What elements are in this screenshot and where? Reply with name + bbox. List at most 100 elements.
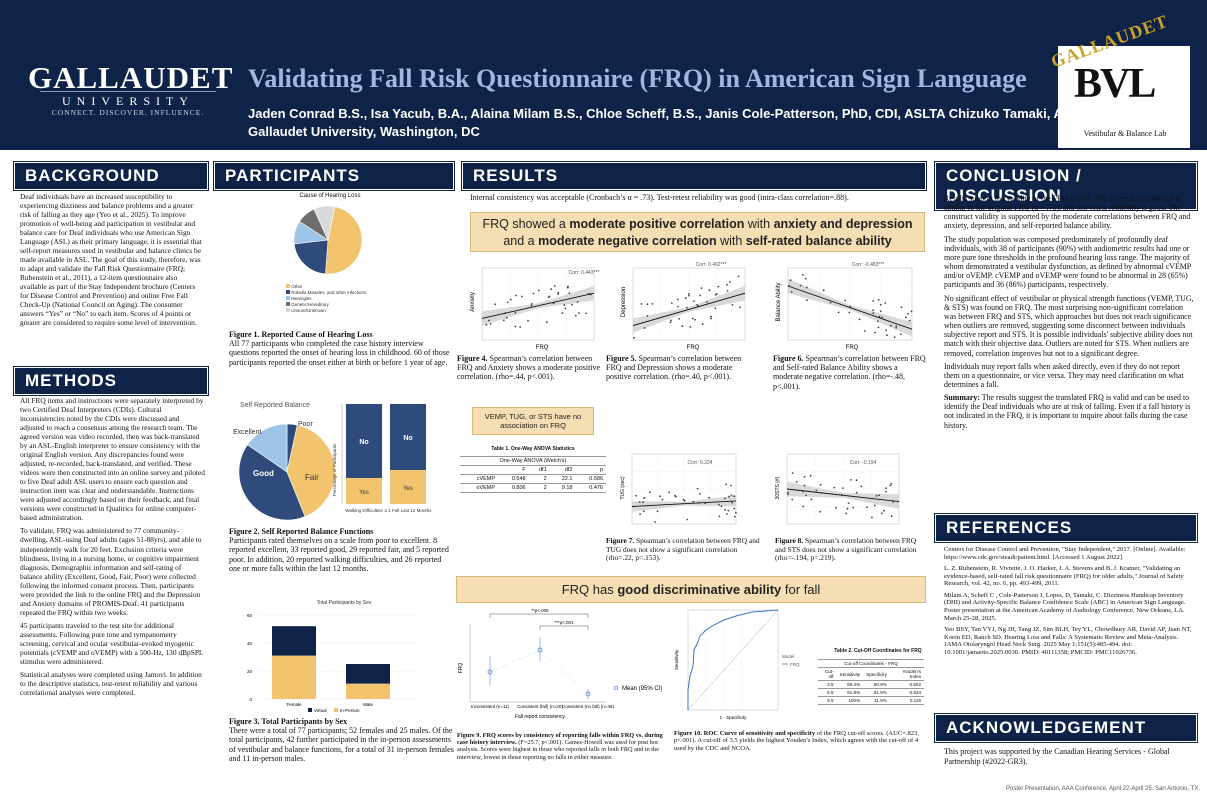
bar-label-no: No xyxy=(359,439,368,446)
fig9-legend-marker xyxy=(613,685,619,691)
data-point xyxy=(643,497,645,499)
data-point xyxy=(805,494,807,497)
figure-7-caption: Figure 7. Spearman’s correlation between… xyxy=(606,536,764,563)
acknowledgement-text: This project was supported by the Canadi… xyxy=(944,747,1170,766)
data-point xyxy=(908,319,911,322)
table2-title: Table 2. Cut-Off Coordinates for FRQ xyxy=(834,648,922,654)
data-point xyxy=(642,510,645,513)
figure-10-title: Figure 10. ROC Curve of sensitivity and … xyxy=(674,730,816,737)
data-point xyxy=(802,505,805,508)
data-point xyxy=(874,331,876,334)
gallaudet-logo-sub: UNIVERSITY xyxy=(62,94,194,108)
figure-2-title: Figure 2. Self Reported Balance Function… xyxy=(229,527,374,536)
table-2-cutoffs: Cut-off Coordinates - FRQ Cut-off Sensit… xyxy=(818,659,924,705)
data-point xyxy=(564,307,567,310)
fig9-category: Inconsistent (n=11) xyxy=(471,704,510,709)
fig9-category: Consistent (fall) (n=20) xyxy=(517,704,563,709)
legend-label: Genetic/Hereditary xyxy=(291,302,329,308)
table-cell: 5.5 xyxy=(818,688,837,697)
fig7-y-label: TUG (sec) xyxy=(620,476,626,499)
fig9-legend: Mean (95% CI) xyxy=(622,686,662,692)
data-point xyxy=(489,323,492,325)
balance-functions-bar: Percentage of Participants No No Yes Yes… xyxy=(332,404,432,513)
data-point xyxy=(791,498,794,501)
table-header: Youden's Index xyxy=(889,667,924,681)
data-point xyxy=(563,304,566,306)
regression-line xyxy=(631,500,737,507)
pie2-title: Self Reported Balance xyxy=(240,402,311,409)
data-point xyxy=(727,509,730,512)
methods-paragraph: All FRQ items and instructions were sepa… xyxy=(20,396,205,523)
figure-3-title: Figure 3. Total Participants by Sex xyxy=(229,717,348,726)
data-point xyxy=(872,312,875,315)
data-point xyxy=(640,303,643,305)
data-point xyxy=(724,509,726,511)
fig10-y-label: Sensitivity xyxy=(674,649,679,670)
fig3-legend-swatch xyxy=(334,708,338,712)
table-row: 3.5 69.4% 80.8% 0.502 xyxy=(818,680,924,689)
conclusion-paragraph: Results support the validity of the FRQ … xyxy=(944,194,1191,231)
data-point xyxy=(643,327,646,329)
poster-affiliation: Gallaudet University, Washington, DC xyxy=(248,124,480,139)
data-point xyxy=(654,521,656,523)
fig6-corr: Corr: -0.483*** xyxy=(852,262,885,268)
figure-8-scatter: 30STS (#) Corr: -0.194 xyxy=(775,453,900,525)
data-point xyxy=(795,481,798,483)
data-point xyxy=(833,486,836,489)
data-point xyxy=(910,310,913,313)
data-point xyxy=(737,275,740,278)
data-point xyxy=(633,336,635,339)
data-point xyxy=(900,306,903,309)
figure-6-text: Spearman’s correlation between FRQ and S… xyxy=(773,354,926,391)
data-point xyxy=(819,510,822,513)
data-point xyxy=(557,293,559,295)
data-point xyxy=(799,284,802,287)
data-point xyxy=(805,286,808,289)
fig6-x-label: FRQ xyxy=(846,345,859,351)
data-point xyxy=(646,315,649,317)
table-cell: cVEMP xyxy=(460,474,499,484)
pie2-label-good: Good xyxy=(253,469,274,478)
fig9-sig-bracket xyxy=(539,625,589,630)
table-subtitle: One-Way ANOVA (Welch's) xyxy=(460,456,606,466)
data-point xyxy=(585,312,587,315)
figure-8-text: Spearman’s correlation between FRQ and S… xyxy=(775,536,917,563)
pie2-label-poor: Poor xyxy=(298,421,313,428)
figure-8-caption: Figure 8. Spearman’s correlation between… xyxy=(775,536,925,563)
data-point xyxy=(708,289,711,292)
data-point xyxy=(485,323,488,326)
data-point xyxy=(530,303,533,305)
data-point xyxy=(730,484,732,487)
data-point xyxy=(810,498,813,501)
poster-header xyxy=(0,0,1207,150)
data-point xyxy=(708,496,710,499)
table-cell: oVEMP xyxy=(460,483,499,493)
fig5-y-label: Depression xyxy=(621,287,627,317)
data-point xyxy=(739,306,741,309)
figure-9-chart: FRQ **p<.005 ***p<.001 Inconsistent (n=1… xyxy=(458,608,662,720)
data-point xyxy=(686,518,689,521)
data-point xyxy=(682,498,685,501)
regression-line xyxy=(786,488,900,503)
data-point xyxy=(845,512,847,515)
figure-7-scatter: TUG (sec) Corr: 0.224 xyxy=(620,453,737,525)
poster-authors: Jaden Conrad B.S., Isa Yacub, B.A., Alai… xyxy=(248,106,1114,121)
roc-curve xyxy=(687,609,779,710)
conclusion-heading: CONCLUSION / DISCUSSION xyxy=(935,162,1197,210)
data-point xyxy=(651,303,654,305)
data-point xyxy=(890,324,892,327)
data-point xyxy=(790,291,793,293)
data-point xyxy=(537,289,540,292)
figure-10-roc: Sensitivity 1 - Specificity Model FRQ xyxy=(674,609,800,720)
data-point xyxy=(720,505,723,508)
lab-logo-box xyxy=(1058,46,1190,148)
regression-line xyxy=(632,292,746,327)
pie-slice xyxy=(313,205,336,241)
data-point xyxy=(885,329,888,332)
data-point xyxy=(635,494,637,497)
acknowledgement-heading: ACKNOWLEDGEMENT xyxy=(935,714,1197,742)
data-point xyxy=(881,316,883,319)
methods-heading: METHODS xyxy=(14,367,208,395)
fig5-corr: Corr: 0.402*** xyxy=(696,262,727,268)
data-point xyxy=(710,315,712,318)
